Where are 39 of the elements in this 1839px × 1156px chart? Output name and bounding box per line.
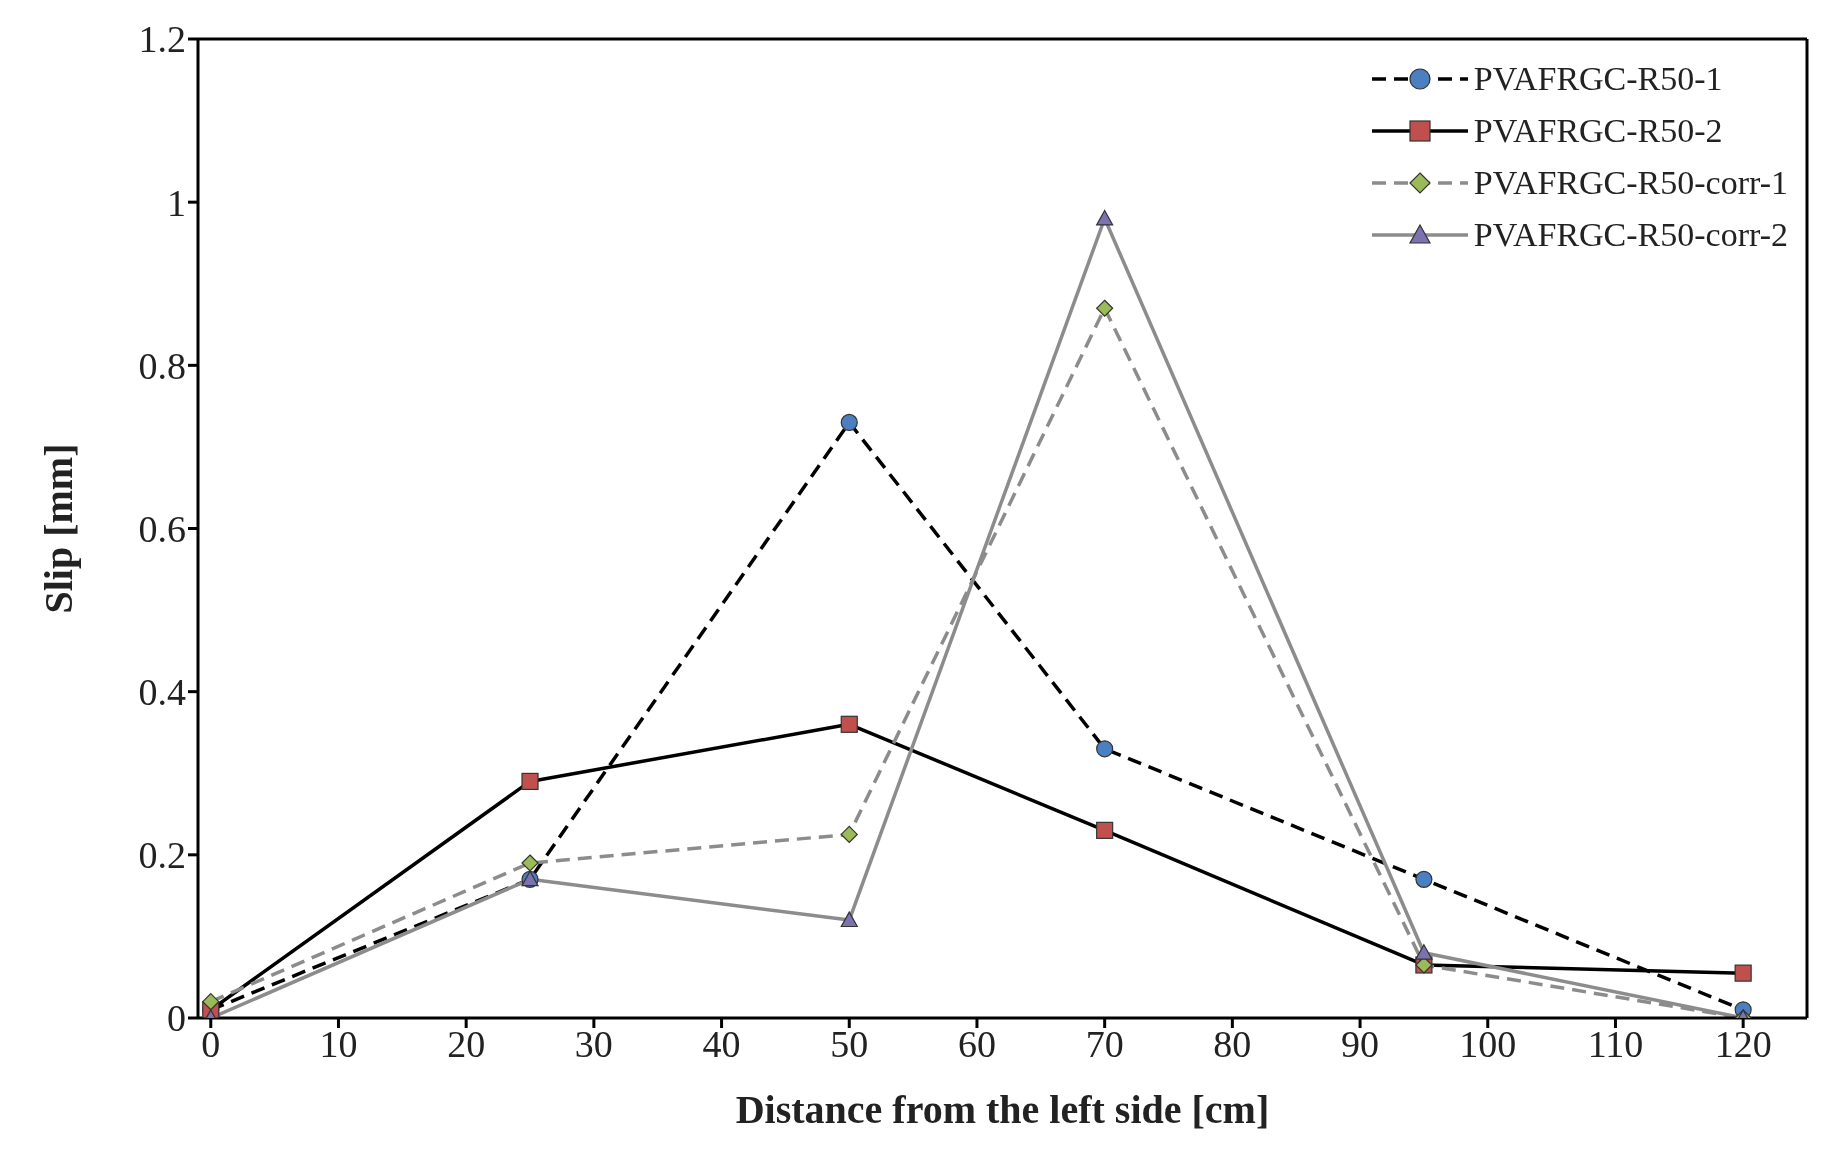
point bbox=[521, 854, 539, 872]
x-tick-label: 120 bbox=[1714, 1022, 1772, 1065]
point bbox=[840, 825, 858, 844]
point bbox=[840, 413, 858, 432]
x-tick-label: 20 bbox=[447, 1022, 486, 1065]
x-tick-label: 100 bbox=[1459, 1022, 1517, 1065]
x-tick-label: 70 bbox=[1085, 1022, 1124, 1065]
y-tick-label: 0.2 bbox=[138, 834, 186, 877]
x-tick-label: 80 bbox=[1213, 1022, 1252, 1065]
point bbox=[202, 993, 220, 1011]
point bbox=[840, 911, 858, 928]
x-tick-label: 90 bbox=[1341, 1022, 1380, 1065]
point bbox=[1734, 964, 1752, 982]
legend-label: PVAFRGC-R50-corr-1 bbox=[1473, 163, 1788, 203]
legend-label: PVAFRGC-R50-2 bbox=[1473, 111, 1723, 151]
x-tick-label: 50 bbox=[830, 1022, 869, 1065]
point bbox=[1096, 740, 1114, 758]
x-tick-label: 40 bbox=[702, 1022, 741, 1065]
point bbox=[1415, 944, 1433, 960]
point bbox=[1096, 299, 1114, 317]
point bbox=[1415, 870, 1433, 888]
legend-label: PVAFRGC-R50-1 bbox=[1473, 59, 1723, 99]
y-tick-label: 0.6 bbox=[138, 507, 186, 550]
y-tick-label: 1 bbox=[167, 181, 186, 224]
point bbox=[1096, 209, 1114, 226]
x-tick-label: 110 bbox=[1587, 1022, 1644, 1065]
x-tick-label: 10 bbox=[319, 1022, 358, 1065]
point bbox=[521, 772, 539, 791]
y-tick-label: 1.2 bbox=[138, 18, 186, 61]
point bbox=[840, 715, 858, 733]
x-tick-label: 60 bbox=[957, 1022, 996, 1065]
x-tick-label: 0 bbox=[201, 1022, 221, 1065]
x-axis-title: Distance from the left side [cm] bbox=[735, 1087, 1270, 1132]
y-tick-label: 0.8 bbox=[138, 344, 186, 387]
y-tick-label: 0.4 bbox=[138, 671, 186, 714]
y-axis-title: Slip [mm] bbox=[36, 443, 82, 614]
point bbox=[1096, 821, 1114, 839]
legend-label: PVAFRGC-R50-corr-2 bbox=[1473, 215, 1788, 255]
x-tick-label: 30 bbox=[574, 1022, 613, 1065]
